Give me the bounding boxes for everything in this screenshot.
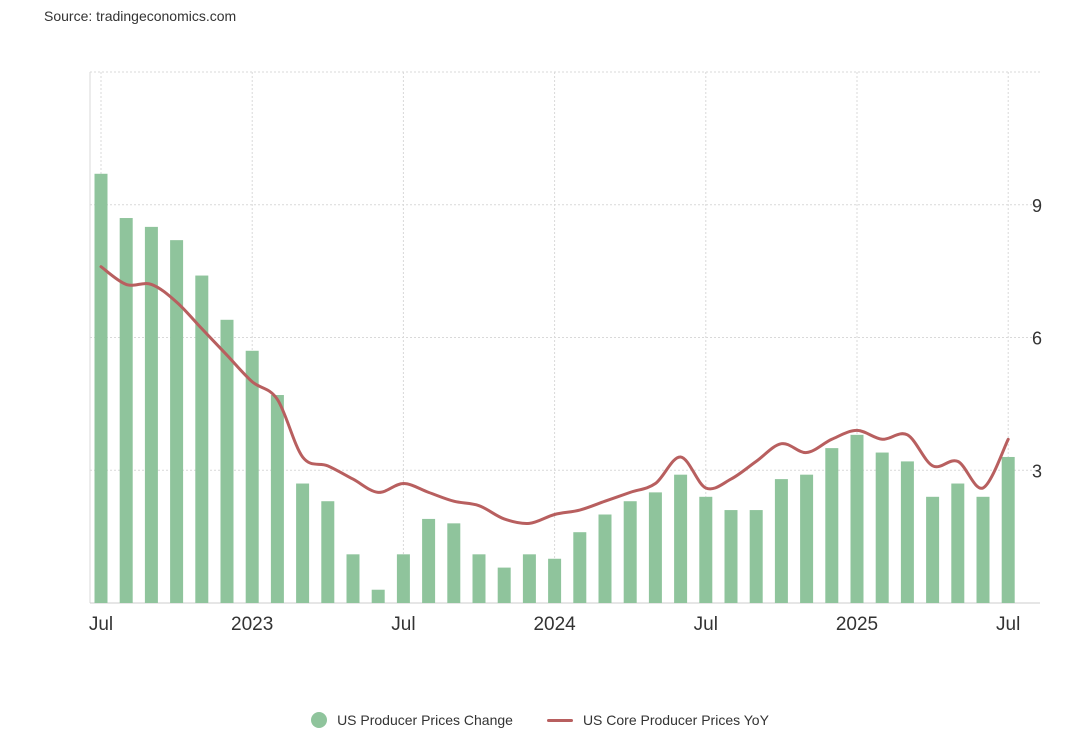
bar — [900, 461, 914, 603]
legend-dot-icon — [311, 712, 328, 728]
x-tick-label: Jul — [391, 614, 415, 635]
x-tick-label: Jul — [996, 614, 1020, 635]
bar — [1001, 456, 1015, 603]
bar — [170, 240, 184, 603]
bar-layer — [94, 173, 1015, 603]
source-label: Source: tradingeconomics.com — [44, 8, 237, 24]
bar — [144, 226, 158, 603]
bar — [346, 554, 360, 603]
bar — [296, 483, 310, 603]
bar — [850, 434, 864, 603]
bar — [976, 496, 990, 603]
legend: US Producer Prices Change US Core Produc… — [0, 712, 1080, 728]
y-tick-label: 3 — [1032, 461, 1042, 481]
y-tick-label: 9 — [1032, 196, 1042, 216]
series-line — [99, 265, 1010, 525]
bar — [522, 554, 536, 603]
bar — [724, 510, 738, 603]
bar — [447, 523, 461, 603]
legend-item-bars[interactable]: US Producer Prices Change — [311, 712, 513, 728]
bar — [497, 567, 511, 603]
x-tick-label: 2024 — [533, 614, 576, 635]
bar — [94, 173, 108, 603]
bar — [774, 479, 788, 603]
bar — [270, 395, 284, 603]
axis-layer: 3 6 9 Jul 2023 Jul 2024 Jul 2025 Jul — [89, 196, 1042, 635]
x-tick-label: Jul — [89, 614, 113, 635]
bar — [573, 532, 587, 603]
y-tick-label: 6 — [1032, 329, 1042, 349]
bar — [699, 496, 713, 603]
bar — [422, 518, 436, 603]
bar — [674, 474, 688, 603]
bar — [800, 474, 814, 603]
legend-item-line[interactable]: US Core Producer Prices YoY — [546, 712, 769, 728]
bar — [623, 501, 637, 603]
legend-line-icon — [546, 718, 573, 722]
bar — [749, 510, 763, 603]
bar — [648, 492, 662, 603]
bar — [119, 218, 133, 603]
bar — [875, 452, 889, 603]
legend-label-line: US Core Producer Prices YoY — [582, 712, 769, 728]
x-tick-label: 2025 — [836, 614, 878, 635]
bar — [321, 501, 335, 603]
bar — [548, 558, 562, 603]
bar — [825, 448, 839, 603]
x-tick-label: Jul — [694, 614, 718, 635]
bar — [926, 496, 940, 603]
line-layer — [99, 265, 1010, 525]
bar — [396, 554, 410, 603]
x-tick-label: 2023 — [231, 614, 273, 635]
legend-label-bars: US Producer Prices Change — [337, 712, 513, 728]
bar — [951, 483, 965, 603]
bar — [598, 514, 612, 603]
bar — [245, 350, 259, 603]
bar — [472, 554, 486, 603]
bar — [195, 275, 209, 603]
bar — [371, 589, 385, 603]
bar — [220, 319, 234, 603]
